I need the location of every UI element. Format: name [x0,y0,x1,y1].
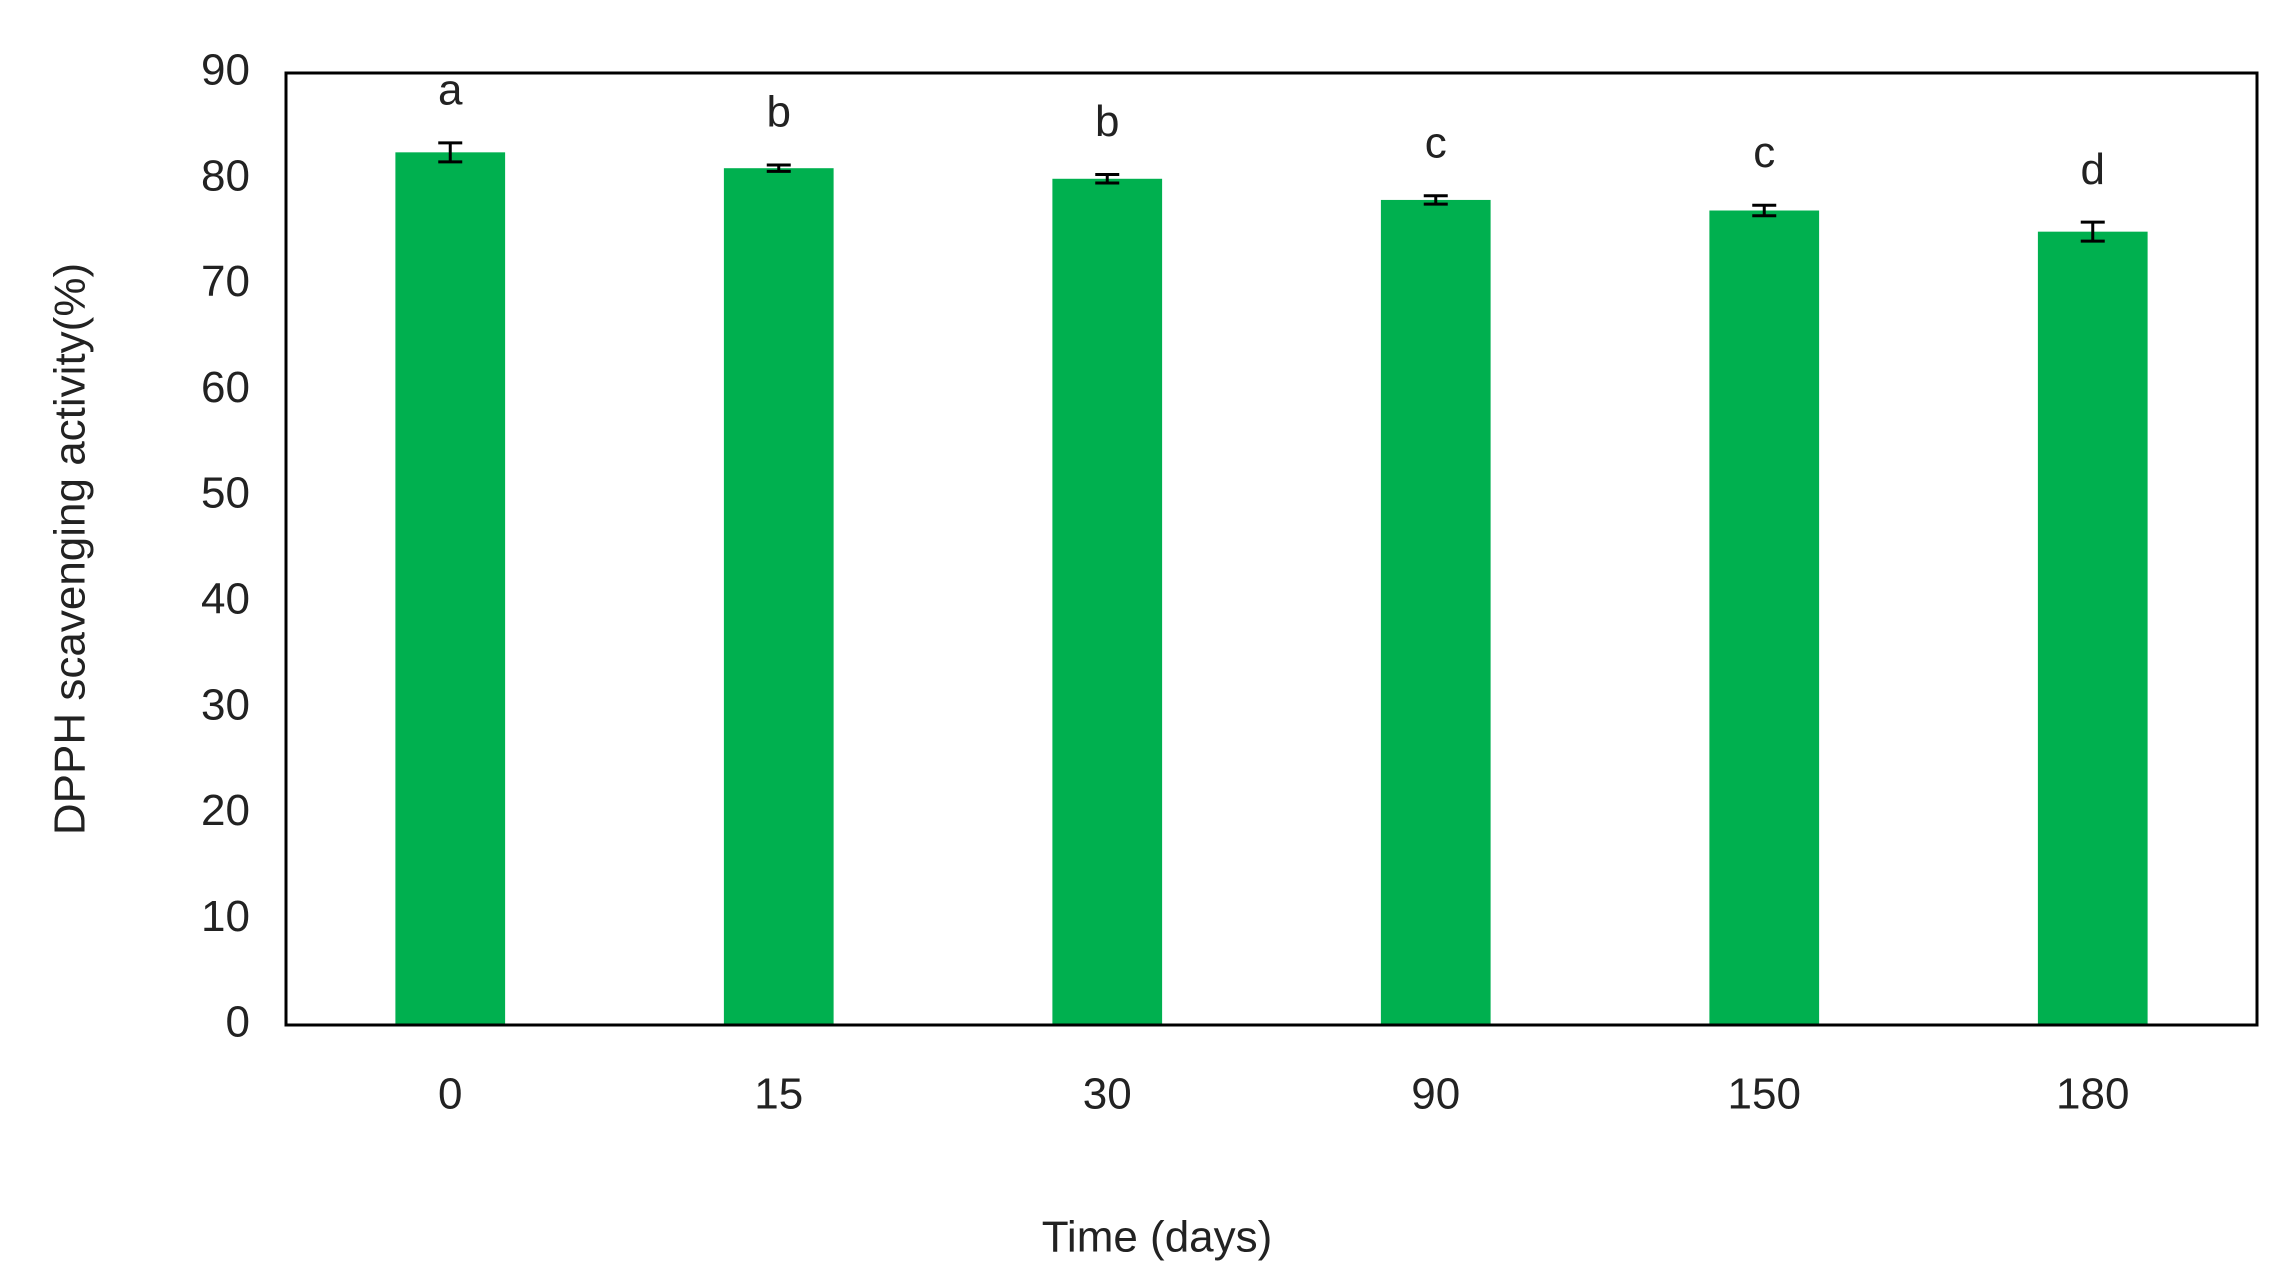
x-tick-label: 180 [2056,1070,2129,1119]
annotation: c [1753,128,1775,177]
y-tick-label: 80 [201,151,250,200]
x-tick-label: 0 [438,1070,462,1119]
annotation: b [767,88,791,137]
error-bar [438,141,463,164]
error-bar [1095,173,1120,185]
y-tick-label: 0 [226,998,250,1047]
y-tick-label: 40 [201,575,250,624]
x-tick-label: 90 [1411,1070,1460,1119]
bar [395,152,506,1026]
bar [2037,231,2148,1025]
plot-frame [284,71,2259,1027]
y-tick-label: 50 [201,469,250,518]
bar [1052,178,1163,1025]
annotation: c [1425,118,1447,167]
y-axis-title: DPPH scavenging activity(%) [46,263,95,835]
bar [1709,210,1820,1025]
error-bar [2080,220,2105,243]
y-tick-label: 10 [201,892,250,941]
error-bar [1423,194,1448,206]
annotation: d [2081,145,2105,194]
bar [1380,199,1491,1025]
x-tick-label: 30 [1083,1070,1132,1119]
y-tick-label: 60 [201,363,250,412]
x-tick-label: 150 [1728,1070,1801,1119]
y-tick-label: 30 [201,680,250,729]
y-tick-label: 70 [201,257,250,306]
error-bar [1752,203,1777,218]
x-axis-title: Time (days) [1042,1213,1273,1262]
x-tick-label: 15 [754,1070,803,1119]
annotation: b [1095,97,1119,146]
error-bar [766,163,791,173]
y-tick-label: 20 [201,786,250,835]
y-tick-label: 90 [201,46,250,95]
bar [723,168,834,1025]
